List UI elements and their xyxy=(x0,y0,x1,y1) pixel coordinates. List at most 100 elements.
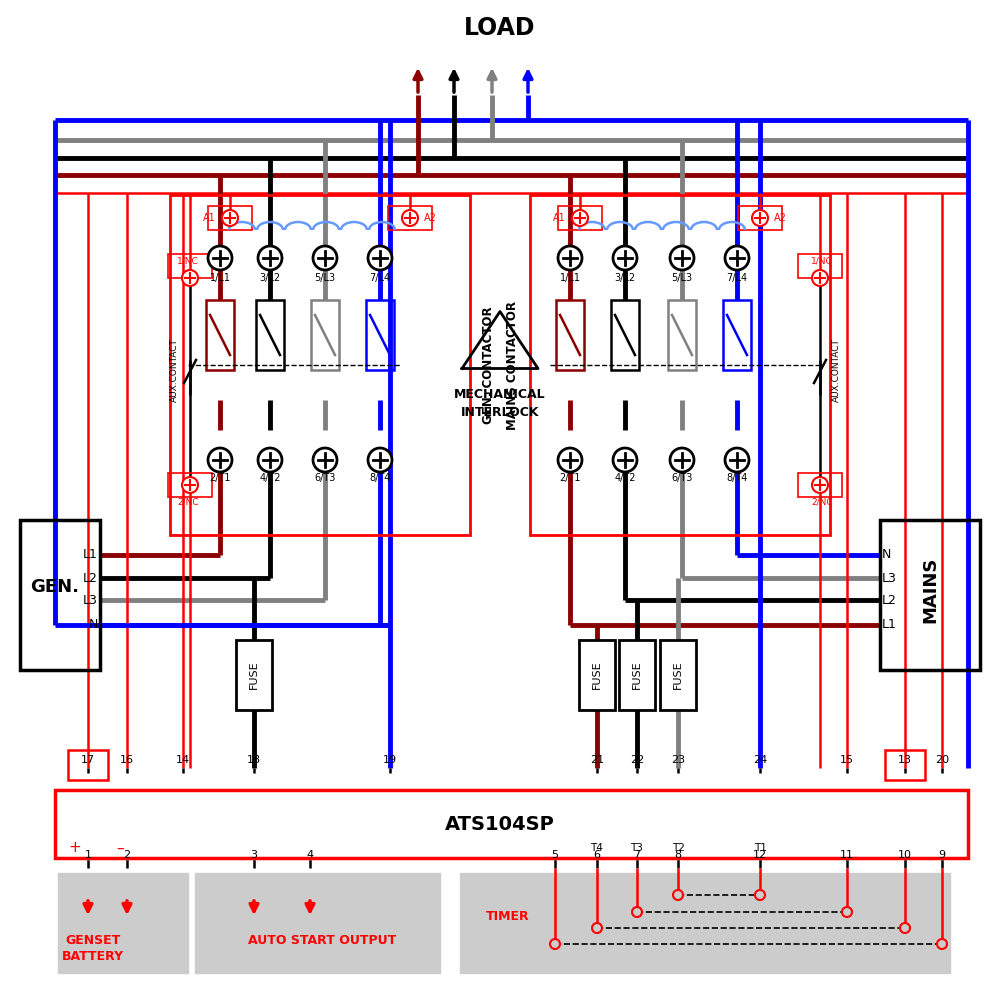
Circle shape xyxy=(258,246,282,270)
Text: FUSE: FUSE xyxy=(592,660,602,689)
Text: ATS104SP: ATS104SP xyxy=(445,814,555,833)
Circle shape xyxy=(725,448,749,472)
Bar xyxy=(20,520,100,670)
Bar xyxy=(668,300,696,370)
Bar xyxy=(170,195,470,535)
Text: 1/NC: 1/NC xyxy=(811,256,833,265)
Bar xyxy=(366,300,394,370)
Circle shape xyxy=(402,210,418,226)
Bar xyxy=(619,640,655,710)
Text: 19: 19 xyxy=(383,755,397,765)
Text: L2: L2 xyxy=(882,594,897,607)
Text: 6: 6 xyxy=(594,850,600,860)
Text: FUSE: FUSE xyxy=(249,660,259,689)
Bar xyxy=(723,300,751,370)
Text: +: + xyxy=(69,840,81,856)
Circle shape xyxy=(632,907,642,917)
Bar xyxy=(880,520,980,670)
Text: 7/L4: 7/L4 xyxy=(369,273,391,283)
Text: –: – xyxy=(116,840,124,856)
Circle shape xyxy=(182,270,198,286)
Text: A1: A1 xyxy=(553,213,566,223)
Bar xyxy=(195,873,440,973)
Circle shape xyxy=(937,939,947,949)
Bar xyxy=(206,300,234,370)
Text: LOAD: LOAD xyxy=(464,16,536,40)
Circle shape xyxy=(208,448,232,472)
Text: T1: T1 xyxy=(754,843,766,853)
Text: TIMER: TIMER xyxy=(486,910,530,922)
Circle shape xyxy=(592,923,602,933)
Text: N: N xyxy=(882,548,891,561)
Circle shape xyxy=(812,477,828,493)
Circle shape xyxy=(208,246,232,270)
Circle shape xyxy=(368,246,392,270)
Text: 6/T3: 6/T3 xyxy=(671,473,693,483)
Bar xyxy=(798,473,842,497)
Text: 2/T1: 2/T1 xyxy=(559,473,581,483)
Text: 23: 23 xyxy=(671,755,685,765)
Circle shape xyxy=(558,448,582,472)
Text: 1: 1 xyxy=(84,850,92,860)
Text: AUX.CONTACT: AUX.CONTACT xyxy=(170,338,178,402)
Text: 22: 22 xyxy=(630,755,644,765)
Circle shape xyxy=(812,270,828,286)
Text: 4: 4 xyxy=(306,850,314,860)
Circle shape xyxy=(313,448,337,472)
Circle shape xyxy=(222,210,238,226)
Text: GENSET: GENSET xyxy=(65,933,121,946)
Text: A2: A2 xyxy=(774,213,787,223)
Text: 11: 11 xyxy=(840,850,854,860)
Text: FUSE: FUSE xyxy=(632,660,642,689)
Bar xyxy=(236,640,272,710)
Text: 14: 14 xyxy=(176,755,190,765)
Text: 15: 15 xyxy=(840,755,854,765)
Text: 8/T4: 8/T4 xyxy=(369,473,391,483)
Text: L1: L1 xyxy=(882,619,897,632)
Circle shape xyxy=(550,939,560,949)
Circle shape xyxy=(558,246,582,270)
Text: 9: 9 xyxy=(938,850,946,860)
Circle shape xyxy=(313,246,337,270)
Text: 2/NC: 2/NC xyxy=(811,497,833,506)
Text: FUSE: FUSE xyxy=(673,660,683,689)
Text: 17: 17 xyxy=(81,755,95,765)
Text: 10: 10 xyxy=(898,850,912,860)
Bar xyxy=(579,640,615,710)
Bar xyxy=(256,300,284,370)
Text: AUTO START OUTPUT: AUTO START OUTPUT xyxy=(248,933,396,946)
Bar xyxy=(798,254,842,278)
Bar xyxy=(885,750,925,780)
Bar xyxy=(168,473,212,497)
Circle shape xyxy=(182,477,198,493)
Text: 4/T2: 4/T2 xyxy=(259,473,281,483)
Bar xyxy=(556,300,584,370)
Text: 2: 2 xyxy=(123,850,131,860)
Circle shape xyxy=(842,907,852,917)
Text: L3: L3 xyxy=(882,572,897,585)
Text: 1/NC: 1/NC xyxy=(177,256,199,265)
Circle shape xyxy=(670,448,694,472)
Bar xyxy=(68,750,108,780)
Text: 5/L3: 5/L3 xyxy=(314,273,336,283)
Circle shape xyxy=(258,448,282,472)
Text: 1/L1: 1/L1 xyxy=(210,273,230,283)
Bar xyxy=(558,206,602,230)
Text: T2: T2 xyxy=(672,843,684,853)
Text: L1: L1 xyxy=(83,548,98,561)
Text: 6/T3: 6/T3 xyxy=(314,473,336,483)
Text: INTERLOCK: INTERLOCK xyxy=(461,405,539,418)
Circle shape xyxy=(673,890,683,900)
Text: 8: 8 xyxy=(674,850,682,860)
Text: 12: 12 xyxy=(753,850,767,860)
Text: 13: 13 xyxy=(898,755,912,765)
Bar xyxy=(55,790,968,858)
Bar xyxy=(168,254,212,278)
Text: N: N xyxy=(89,619,98,632)
Bar xyxy=(208,206,252,230)
Text: 18: 18 xyxy=(247,755,261,765)
Text: 5/L3: 5/L3 xyxy=(671,273,693,283)
Bar xyxy=(460,873,950,973)
Circle shape xyxy=(572,210,588,226)
Text: 2/NC: 2/NC xyxy=(177,497,199,506)
